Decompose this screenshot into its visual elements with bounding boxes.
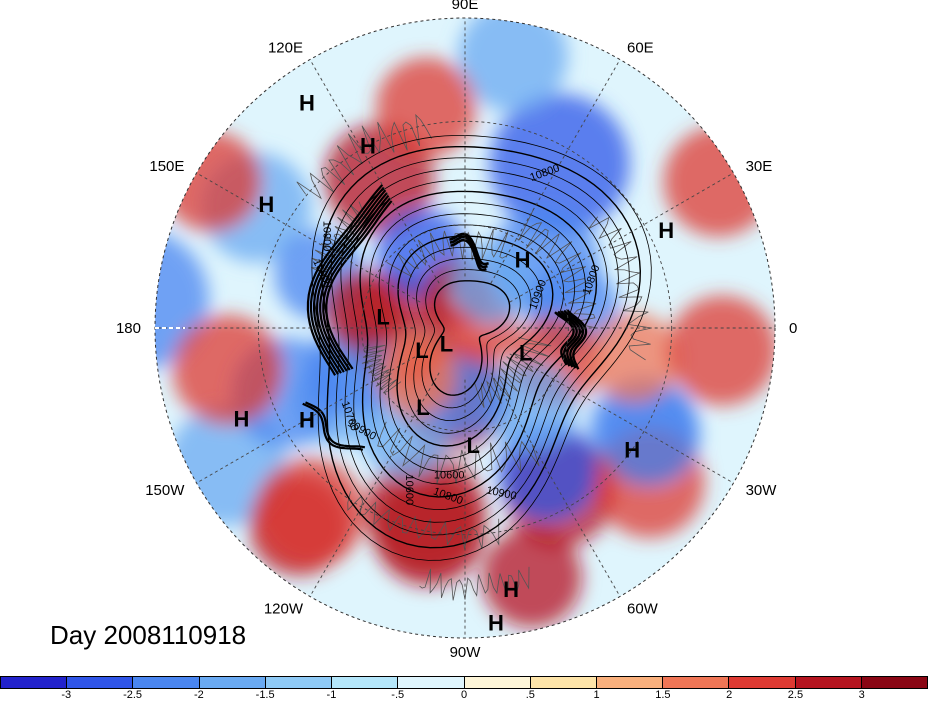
colorbar-tick: -1.5 [255,689,275,701]
colorbar-swatch [530,677,597,688]
contour-label: 10600 [434,470,465,482]
longitude-labels: 90E 60E 30E 0 30W 60W 90W 120W 150W 180 150E 120E [116,0,797,661]
low-pressure-marker: L [466,433,479,458]
longitude-label: 120W [264,601,304,618]
low-pressure-marker: L [519,341,532,366]
contour-label: 10600 [403,475,415,506]
low-pressure-marker: L [376,304,389,329]
colorbar-swatch [398,677,465,688]
colorbar-swatch [133,677,200,688]
colorbar-tick: 0 [460,689,468,701]
high-pressure-marker: H [234,406,250,431]
colorbar-tick: .5 [525,689,535,701]
colorbar-swatch [795,677,862,688]
high-pressure-marker: H [360,134,376,159]
high-pressure-marker: H [658,218,674,243]
colorbar-tick: 2 [726,689,733,701]
high-pressure-marker: H [258,192,274,217]
colorbar-swatch [265,677,333,688]
high-pressure-marker: H [299,90,315,115]
longitude-label: 90E [452,0,479,13]
longitude-label: 150W [145,482,185,499]
high-pressure-marker: H [488,611,504,636]
colorbar-tick: 3 [858,689,865,701]
date-label: Day 2008110918 [50,620,247,650]
colorbar-tick: -1 [326,689,337,701]
graticule [155,18,775,638]
colorbar-swatch [663,677,730,688]
colorbar-swatch [199,677,266,688]
colorbar-swatch [67,677,134,688]
longitude-label: 60E [627,39,654,56]
longitude-label: 0 [789,320,797,337]
low-pressure-marker: L [416,395,429,420]
low-pressure-marker: L [415,338,428,363]
longitude-label: 60W [627,601,659,618]
colorbar-swatch [596,677,664,688]
anomaly-field [155,18,775,628]
colorbar-swatch [729,677,796,688]
colorbar-swatch [861,677,928,688]
high-pressure-marker: H [299,407,315,432]
colorbar-tick: -.5 [391,689,405,701]
contour-label: 10900 [320,221,332,252]
colorbar-swatch [464,677,531,688]
colorbar-tick: 2.5 [787,689,804,701]
high-pressure-marker: H [503,577,519,602]
colorbar-tick: -2 [193,689,204,701]
longitude-label: 30E [746,158,773,175]
colorbar: -3 -2.5 -2 -1.5 -1 -.5 0 .5 1 1.5 2 2.5 3 [0,676,928,702]
longitude-label: 30W [746,482,778,499]
longitude-label: 150E [149,158,184,175]
low-pressure-marker: L [440,331,453,356]
longitude-label: 120E [268,39,303,56]
high-pressure-marker: H [515,247,531,272]
high-pressure-marker: H [624,437,640,462]
colorbar-swatch [1,677,68,688]
colorbar-tick: -3 [61,689,72,701]
colorbar-tick: 1 [593,689,600,701]
colorbar-swatch [332,677,399,688]
colorbar-swatches [0,676,928,689]
colorbar-tick-labels: -3 -2.5 -2 -1.5 -1 -.5 0 .5 1 1.5 2 2.5 3 [0,689,928,702]
colorbar-tick: 1.5 [655,689,671,701]
colorbar-tick: -2.5 [123,689,143,701]
longitude-label: 180 [116,320,141,337]
longitude-label: 90W [450,644,482,661]
